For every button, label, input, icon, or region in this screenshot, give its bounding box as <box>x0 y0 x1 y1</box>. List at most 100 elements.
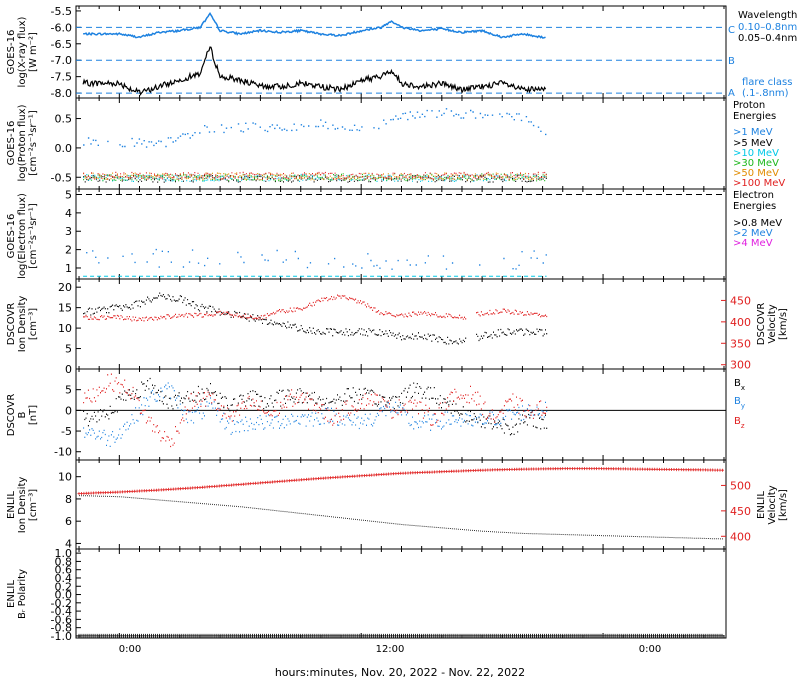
y-tick-label: -0.2 <box>51 597 72 610</box>
y-tick-label-right: 450 <box>730 294 751 307</box>
y-tick-label: -1.0 <box>51 630 72 643</box>
dscovr-density-ylabel-3: [cm⁻³] <box>28 308 39 340</box>
proton-legend-title-2: Energies <box>733 111 776 122</box>
y-tick-label: 3 <box>65 225 72 238</box>
y-tick-label: -10 <box>54 446 72 459</box>
y-tick-label: 5 <box>65 343 72 356</box>
y-tick-label: 0.6 <box>55 564 73 577</box>
x-tick-label-1: 12:00 <box>376 644 405 655</box>
enlil-density-ylabel-2: Ion Density <box>17 477 28 534</box>
enlil-velocity-ylabel-1: ENLIL <box>756 491 767 519</box>
panel-frame <box>75 368 727 461</box>
y-tick-label: 0.0 <box>55 589 73 602</box>
y-tick-label: 0 <box>65 404 72 417</box>
enlil-polarity-series <box>77 633 724 638</box>
y-tick-label: -7.0 <box>51 54 72 67</box>
legend-bz: Bz <box>734 416 745 430</box>
proton-series-1mev <box>83 108 547 148</box>
dscovr-b-ylabel-3: [nT] <box>28 405 39 425</box>
y-tick-label: -5 <box>61 425 72 438</box>
y-tick-label: 5 <box>65 384 72 397</box>
electron-ylabel-1: GOES-16 <box>6 214 17 259</box>
flare-level-c: C <box>728 25 735 36</box>
y-tick-label: 10 <box>58 322 72 335</box>
y-tick-label: 0 <box>65 363 72 376</box>
x-tick-label-0: 0:00 <box>119 644 141 655</box>
enlil-velocity-ylabel-2: Velocity <box>767 485 778 524</box>
y-tick-label: -0.5 <box>51 171 72 184</box>
proton-legend-100mev: >100 MeV <box>733 178 785 189</box>
flare-level-b: B <box>728 56 735 67</box>
electron-legend-4mev: >4 MeV <box>733 238 773 249</box>
dscovr-b-ylabel-1: DSCOVR <box>6 394 17 437</box>
proton-legend-title-1: Proton <box>733 100 765 111</box>
flare-class-label-2: (.1-.8nm) <box>742 88 789 99</box>
y-tick-label-right: 300 <box>730 359 751 372</box>
y-tick-label-right: 450 <box>730 505 751 518</box>
enlil-velocity-series <box>77 467 724 496</box>
xray-legend-blue: 0.10–0.8nm <box>738 22 797 33</box>
y-tick-label: -8.0 <box>51 87 72 100</box>
proton-legend-5mev: >5 MeV <box>733 138 773 149</box>
proton-series-30mev <box>83 173 547 182</box>
y-tick-label: 10 <box>58 471 72 484</box>
y-tick-label: 8 <box>65 493 72 506</box>
bfield-series-bx <box>83 377 548 436</box>
enlil-velocity-ylabel-3: [km/s] <box>778 489 789 521</box>
panel-frame <box>75 548 727 639</box>
y-tick-label: -6.5 <box>51 38 72 51</box>
proton-ylabel-2: log(Proton flux) <box>17 104 28 181</box>
y-tick-label: 0.4 <box>55 572 73 585</box>
y-tick-label: 6 <box>65 515 72 528</box>
y-tick-label: 0.8 <box>55 555 73 568</box>
x-tick-label-2: 0:00 <box>639 644 661 655</box>
xray-ylabel-1: GOES-16 <box>6 30 17 75</box>
electron-legend-title-1: Electron <box>733 190 774 201</box>
electron-legend-title-2: Energies <box>733 201 776 212</box>
y-tick-label: 4 <box>65 207 72 220</box>
proton-legend-1mev: >1 MeV <box>733 127 773 138</box>
legend-by: By <box>734 396 745 410</box>
dscovr-density-ylabel-2: Ion Density <box>17 296 28 353</box>
y-tick-label: 15 <box>58 302 72 315</box>
y-tick-label: 0.0 <box>55 142 73 155</box>
proton-legend-10mev: >10 MeV <box>733 148 779 159</box>
enlil-density-ylabel-1: ENLIL <box>6 491 17 519</box>
y-tick-label: 5 <box>65 189 72 202</box>
electron-series-2mev <box>86 248 547 270</box>
dscovr-b-ylabel-2: B <box>17 411 28 418</box>
proton-legend-50mev: >50 MeV <box>733 168 779 179</box>
proton-ylabel-3: [cm⁻²s⁻¹sr⁻¹] <box>28 110 39 176</box>
dscovr-velocity-ylabel-1: DSCOVR <box>756 303 767 346</box>
y-tick-label: 2 <box>65 244 72 257</box>
enlil-polarity-ylabel-1: ENLIL <box>6 580 17 608</box>
xray-series-long <box>83 12 546 39</box>
y-tick-label: 20 <box>58 281 72 294</box>
xray-legend-black: 0.05–0.4nm <box>738 33 797 44</box>
panel-frame <box>75 188 727 280</box>
legend-bx: Bx <box>734 378 745 392</box>
dscovr-velocity-ylabel-3: [km/s] <box>778 308 789 340</box>
dscovr-density-series <box>83 292 548 345</box>
proton-legend-30mev: >30 MeV <box>733 158 779 169</box>
xray-ylabel-2: log(X-ray flux) <box>17 16 28 87</box>
proton-ylabel-1: GOES-16 <box>6 121 17 166</box>
xray-legend-title: Wavelength <box>738 10 797 21</box>
y-tick-label: -5.5 <box>51 5 72 18</box>
proton-series-100mev <box>83 171 547 180</box>
y-tick-label: 1 <box>65 262 72 275</box>
dscovr-density-ylabel-1: DSCOVR <box>6 303 17 346</box>
electron-legend-2mev: >2 MeV <box>733 228 773 239</box>
xray-ylabel-3: [W m⁻²] <box>28 32 39 72</box>
y-tick-label-right: 350 <box>730 337 751 350</box>
y-tick-label: -0.4 <box>51 605 72 618</box>
panel-frame <box>75 278 727 370</box>
electron-ylabel-2: log(Electron flux) <box>17 193 28 279</box>
y-tick-label: -7.5 <box>51 71 72 84</box>
flare-class-label-1: flare class <box>742 77 792 88</box>
xray-series-short <box>82 46 547 96</box>
y-tick-label: -0.8 <box>51 622 72 635</box>
x-axis-label: hours:minutes, Nov. 20, 2022 - Nov. 22, … <box>275 666 525 679</box>
bfield-series-bz <box>83 373 548 448</box>
